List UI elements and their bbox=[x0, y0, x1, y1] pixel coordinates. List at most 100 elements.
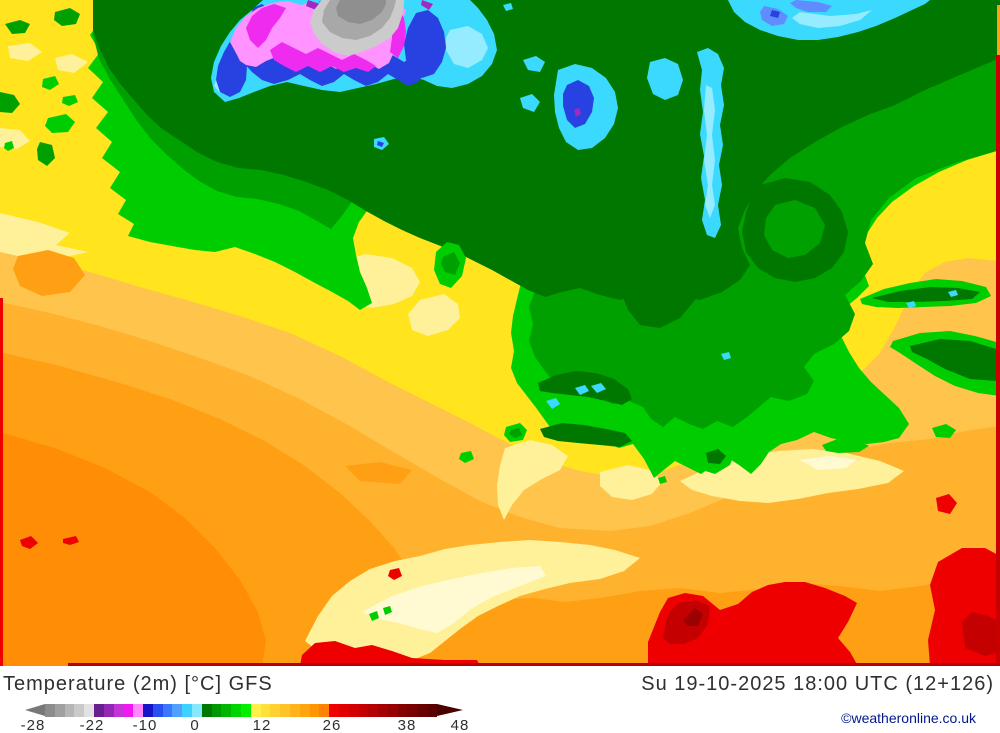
colorbar-segment bbox=[338, 704, 349, 717]
colorbar-segment bbox=[191, 704, 202, 717]
coldblob-gray-dark bbox=[336, 0, 386, 24]
region-green-speck bbox=[383, 606, 392, 615]
region-pale-patch-balkan bbox=[497, 440, 568, 520]
topright-lightblue-patch bbox=[790, 0, 832, 12]
coldblob-blue-right bbox=[404, 10, 446, 78]
region-darker-red-spot bbox=[683, 608, 703, 626]
coldblob-lightcyan bbox=[446, 26, 488, 68]
region-green-speck bbox=[658, 476, 667, 484]
faroe-blue-dot bbox=[377, 141, 384, 147]
colorbar-segment bbox=[397, 704, 408, 717]
region-ridge2-dark bbox=[910, 339, 996, 381]
colorbar-segment bbox=[74, 704, 85, 717]
border-line-bottom bbox=[68, 663, 1000, 666]
alps-cyan-speck bbox=[591, 383, 606, 393]
map-border-lines bbox=[0, 5, 1000, 666]
colorbar-segment bbox=[123, 704, 134, 717]
region-green-spot bbox=[37, 142, 55, 166]
colorbar-segment bbox=[417, 704, 428, 717]
region-red-spot bbox=[936, 494, 957, 514]
colorbar-segment bbox=[84, 704, 94, 717]
region-green-dark-pocket bbox=[618, 232, 702, 328]
region-dark-red-corner bbox=[962, 612, 1000, 656]
region-red-spot bbox=[63, 536, 79, 545]
coldblob-purple-bit bbox=[421, 0, 433, 10]
norway-coast-cyan bbox=[647, 58, 683, 100]
colorbar-segment bbox=[142, 704, 153, 717]
colorbar-segment bbox=[93, 704, 104, 717]
colorbar-segment bbox=[201, 704, 212, 717]
border-line-right-top bbox=[997, 5, 1000, 55]
colorbar-segment bbox=[319, 704, 330, 717]
region-deeper-orange-corner bbox=[0, 432, 266, 666]
legend-datetime: Su 19-10-2025 18:00 UTC (12+126) bbox=[641, 673, 994, 695]
colorbar-segment bbox=[211, 704, 222, 717]
colorbar-tick-38: 38 bbox=[397, 717, 417, 733]
colorbar-segment bbox=[45, 704, 55, 717]
border-line-right bbox=[996, 55, 1000, 666]
coldblob-magenta bbox=[246, 4, 286, 48]
region-green-spot bbox=[4, 141, 14, 151]
colorbar-ticks: -28 -22 -10 0 12 26 38 48 bbox=[0, 717, 1000, 733]
region-red-spot bbox=[388, 568, 402, 580]
region-pale-yellow-patch bbox=[0, 213, 88, 263]
region-pale-yellow-patch bbox=[8, 43, 42, 61]
norway-cyan-speck bbox=[523, 56, 545, 72]
colorbar-segment bbox=[368, 704, 379, 717]
colorbar-segment bbox=[407, 704, 418, 717]
colorbar-tick--22: -22 bbox=[79, 717, 105, 733]
region-green-spot-france-core bbox=[441, 252, 460, 275]
ridge-cyan-speck bbox=[721, 352, 731, 360]
colorbar-segment bbox=[54, 704, 65, 717]
ridge-cyan-speck bbox=[906, 301, 916, 308]
mountain-ridges bbox=[362, 126, 1000, 447]
region-green-speck bbox=[459, 451, 474, 463]
alps-cyan-speck bbox=[546, 398, 560, 409]
region-green-speck bbox=[369, 611, 379, 621]
region-deep-orange-spot bbox=[13, 250, 85, 296]
colorbar-segment bbox=[270, 704, 281, 717]
topright-lightcyan bbox=[792, 10, 872, 28]
colorbar-segment bbox=[240, 704, 251, 717]
temperature-map bbox=[0, 0, 1000, 666]
region-green-spot bbox=[45, 114, 75, 133]
region-cream-core bbox=[362, 566, 546, 633]
coldblob-magenta-wave bbox=[270, 42, 376, 72]
region-red-spot bbox=[20, 536, 38, 549]
norway-cyan-speck bbox=[520, 94, 540, 112]
region-green-spot bbox=[932, 424, 956, 438]
ridge-cyan-speck bbox=[948, 290, 958, 297]
colorbar-segment bbox=[329, 704, 339, 717]
region-alps-spur bbox=[540, 423, 632, 447]
colorbar-tick-12: 12 bbox=[252, 717, 272, 733]
region-green-spot bbox=[62, 95, 78, 106]
topright-blue-dot bbox=[770, 10, 780, 18]
colorbar-tick-0: 0 bbox=[190, 717, 200, 733]
colorbar-segment bbox=[387, 704, 398, 717]
region-deep-orange-spot bbox=[345, 462, 412, 484]
kola-blue-core bbox=[563, 80, 594, 128]
copyright-link[interactable]: ©weatheronline.co.uk bbox=[841, 710, 976, 726]
colorbar-tick--10: -10 bbox=[132, 717, 158, 733]
kola-purple-speck bbox=[574, 108, 581, 117]
norway-cyan-speck bbox=[503, 3, 513, 11]
colorbar-segment bbox=[250, 704, 261, 717]
region-green-spot bbox=[0, 92, 20, 113]
colorbar-segment bbox=[309, 704, 320, 717]
region-pale-yellow-patch bbox=[408, 294, 460, 336]
colorbar-segment bbox=[103, 704, 114, 717]
region-pale-patch-balkan bbox=[600, 465, 662, 500]
region-green-spiral-core bbox=[764, 200, 825, 258]
colorbar-segment bbox=[358, 704, 369, 717]
colorbar-segment bbox=[427, 704, 437, 717]
colorbar-segment bbox=[152, 704, 163, 717]
cold-blob bbox=[211, 0, 497, 102]
region-pale-yellow-patch bbox=[55, 54, 88, 73]
scandinavia-cold bbox=[503, 0, 930, 238]
colorbar-segments bbox=[45, 704, 437, 717]
colorbar-tick--28: -28 bbox=[20, 717, 46, 733]
border-line-left bbox=[0, 298, 3, 666]
colorbar-segment bbox=[133, 704, 143, 717]
colorbar-left-arrow bbox=[25, 704, 45, 716]
